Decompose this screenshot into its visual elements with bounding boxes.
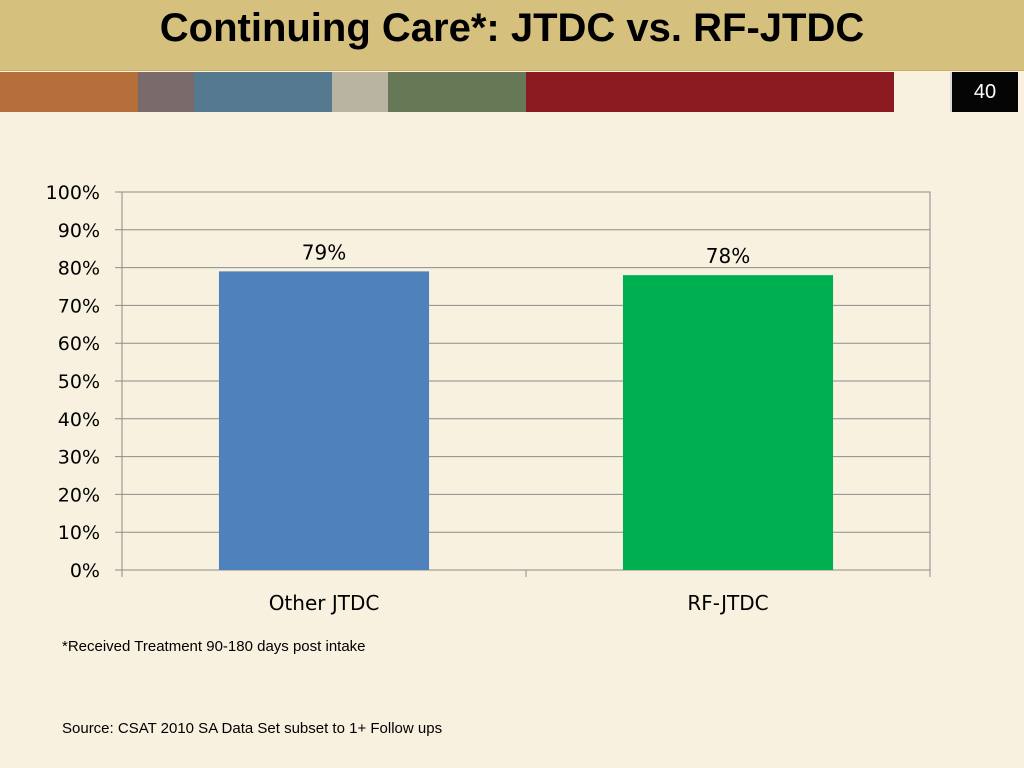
footnote: *Received Treatment 90-180 days post int… <box>62 638 366 655</box>
color-stripe-band <box>0 72 900 112</box>
page-number: 40 <box>952 72 1018 112</box>
y-tick-label: 80% <box>58 258 100 280</box>
bar <box>218 271 430 570</box>
data-label: 78% <box>706 244 750 268</box>
x-category-label: RF-JTDC <box>687 591 768 615</box>
y-tick-label: 30% <box>58 447 100 469</box>
y-tick-label: 90% <box>58 220 100 242</box>
source-note: Source: CSAT 2010 SA Data Set subset to … <box>62 720 443 737</box>
stripe-1 <box>0 72 138 112</box>
x-category-label: Other JTDC <box>269 591 380 615</box>
y-tick-label: 50% <box>58 371 100 393</box>
stripe-2 <box>138 72 194 112</box>
slide-title: Continuing Care*: JTDC vs. RF-JTDC <box>159 6 865 50</box>
bar <box>622 275 834 570</box>
y-tick-label: 70% <box>58 295 100 317</box>
stripe-6 <box>526 72 894 112</box>
stripe-3 <box>194 72 332 112</box>
stripe-4 <box>332 72 388 112</box>
y-tick-label: 20% <box>58 484 100 506</box>
y-tick-label: 100% <box>46 182 100 204</box>
y-tick-label: 60% <box>58 333 100 355</box>
y-tick-label: 40% <box>58 409 100 431</box>
title-bar: Continuing Care*: JTDC vs. RF-JTDC <box>0 0 1024 71</box>
stripe-5 <box>388 72 526 112</box>
data-label: 79% <box>302 240 346 264</box>
y-tick-label: 10% <box>58 522 100 544</box>
y-tick-label: 0% <box>70 560 100 582</box>
